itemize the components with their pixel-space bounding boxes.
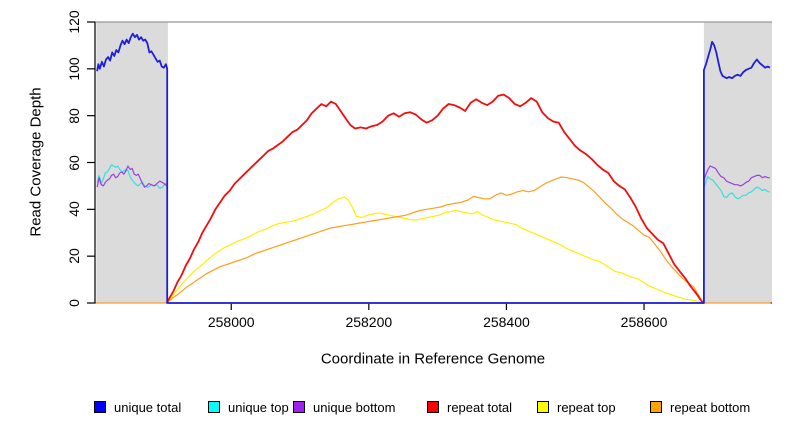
legend-item: unique bottom [293, 399, 396, 415]
y-tick-label: 0 [66, 299, 82, 307]
series-line-unique-top [96, 164, 770, 304]
legend-swatch-icon [537, 401, 549, 413]
y-tick-label: 60 [66, 154, 82, 171]
legend-item: repeat bottom [650, 399, 751, 415]
legend-label: repeat bottom [670, 399, 751, 415]
legend-item: repeat top [537, 399, 616, 415]
x-tick-label: 258400 [483, 314, 530, 330]
legend-swatch-icon [650, 401, 662, 413]
legend-label: repeat top [557, 399, 616, 415]
legend-item: unique top [208, 399, 289, 415]
legend-label: unique total [114, 399, 182, 415]
y-tick-label: 80 [66, 107, 82, 124]
x-tick-label: 258600 [620, 314, 668, 330]
series-line-repeat-total [165, 93, 704, 304]
series-line-unique-bottom [96, 165, 770, 304]
legend-swatch-icon [293, 401, 305, 413]
shaded-region-right [703, 22, 772, 303]
series-line-unique-total [96, 32, 771, 304]
legend-label: repeat total [447, 399, 513, 415]
x-tick-label: 258200 [345, 314, 393, 330]
y-tick-label: 20 [66, 248, 82, 264]
y-tick-label: 120 [66, 10, 82, 34]
legend-item: repeat total [427, 399, 513, 415]
y-tick-label: 100 [66, 57, 82, 81]
series-line-repeat-bottom [95, 176, 771, 304]
series-line-repeat-top [166, 196, 704, 304]
x-axis-title: Coordinate in Reference Genome [320, 350, 546, 368]
legend-label: unique bottom [313, 399, 396, 415]
y-axis-title: Read Coverage Depth [27, 87, 45, 237]
legend-swatch-icon [427, 401, 439, 413]
legend-swatch-icon [94, 401, 106, 413]
shaded-region-left [96, 22, 168, 303]
y-tick-label: 40 [66, 201, 82, 218]
legend-label: unique top [228, 399, 289, 415]
legend-item: unique total [94, 399, 182, 415]
legend-swatch-icon [208, 401, 220, 413]
x-tick-label: 258000 [207, 314, 255, 330]
